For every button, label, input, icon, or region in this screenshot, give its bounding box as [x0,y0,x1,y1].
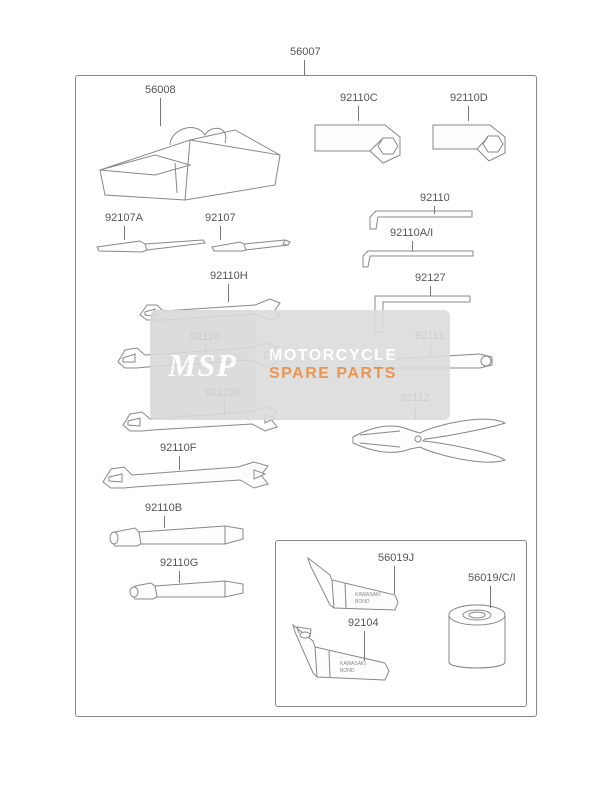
label-92127: 92127 [415,272,446,284]
label-92104: 92104 [348,617,379,629]
screwdriver-92107 [210,235,295,260]
oilfilter-56019ci [440,600,515,680]
leader-56019j [394,566,395,594]
leader-92107 [220,226,221,240]
leader-92110b [164,516,165,528]
leader-92110f [179,456,180,470]
tube-92104: KAWASAKI BOND [285,617,405,697]
label-92110h: 92110H [210,270,248,282]
tube-brand-2a: KAWASAKI [340,661,366,667]
leader-92110 [434,206,435,214]
leader-56019ci [490,586,491,608]
hexkey-92110ai [355,245,480,273]
tube-brand-1a: KAWASAKI [355,592,381,598]
watermark-right: MOTORCYCLE SPARE PARTS [255,310,450,420]
leader-92110d [468,106,469,121]
watermark-line2: SPARE PARTS [269,365,450,383]
label-92110c: 92110C [340,92,378,104]
leader-92107a [124,226,125,240]
leader-56008 [160,98,161,126]
watermark-logo-text: MSP [168,347,237,384]
leader-92110c [358,106,359,121]
label-92110ai: 92110A/I [390,227,433,239]
tube-brand-2b: BOND [340,668,355,674]
label-92110g: 92110G [160,557,198,569]
leader-92110g [179,571,180,583]
leader-56007 [304,60,305,75]
label-56019j: 56019J [378,552,414,564]
tool-bag [95,115,285,205]
label-92110b: 92110B [145,502,182,514]
tube-brand-1b: BOND [355,599,370,605]
label-56019ci: 56019/C/I [468,572,516,584]
label-92107a: 92107A [105,212,143,224]
label-92107: 92107 [205,212,236,224]
label-56007: 56007 [290,46,321,58]
label-92110: 92110 [420,192,450,204]
leader-92104 [364,631,365,661]
watermark-left: MSP [150,310,255,420]
wrench-92110f [100,460,275,494]
leader-92127 [430,286,431,296]
label-56008: 56008 [145,84,176,96]
wrench-92110c [305,115,420,170]
label-92110f: 92110F [160,442,197,454]
leader-92110ai [412,241,413,251]
watermark-line1: MOTORCYCLE [269,347,450,365]
label-92110d: 92110D [450,92,488,104]
socket-92110b [105,520,250,554]
socket-92110g [125,575,250,607]
leader-92110h [228,284,229,302]
wrench-92110d [425,115,525,170]
diagram-canvas: 56007 56008 92110C 92110D 92107A 92107 [0,0,600,785]
watermark: MSP MOTORCYCLE SPARE PARTS [150,310,450,420]
screwdriver-92107a [95,235,210,260]
